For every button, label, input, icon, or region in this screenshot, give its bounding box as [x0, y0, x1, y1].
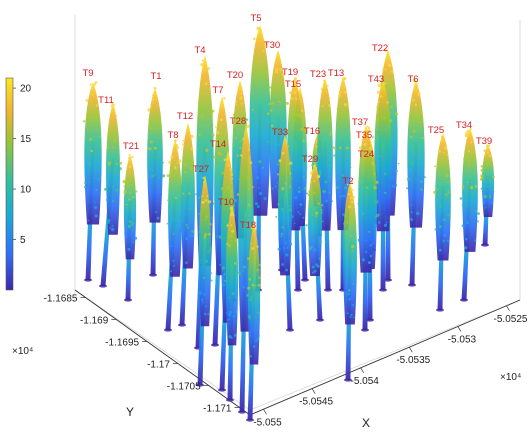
tree-label-t8: T8 [167, 130, 178, 141]
y-tick-label: -1.1695 [105, 338, 139, 349]
tree-point-clouds [82, 25, 495, 422]
x-tick-label: -5.0525 [494, 314, 528, 325]
x-tick-label: -5.053 [448, 334, 477, 345]
tree-label-t14: T14 [210, 139, 226, 150]
tree-t2 [343, 181, 357, 382]
tree-label-t34: T34 [456, 120, 472, 131]
tree-t39 [480, 144, 495, 247]
axes-lines [74, 289, 521, 416]
tree-label-t9: T9 [82, 68, 93, 79]
tree-label-t19: T19 [282, 67, 298, 78]
y-tick-label: -1.1705 [167, 382, 201, 393]
colorbar-tick-label: 15 [20, 134, 32, 145]
tree-label-t12: T12 [177, 111, 193, 122]
tree-t33 [275, 135, 294, 332]
x-exponent-label: ×10⁴ [500, 372, 521, 383]
tree-label-t25: T25 [428, 125, 444, 136]
tree-label-t28: T28 [230, 116, 246, 127]
tree-label-t39: T39 [476, 136, 492, 147]
y-axis-label: Y [126, 405, 134, 419]
colorbar-tick-label: 5 [20, 235, 26, 246]
tree-t34 [459, 127, 481, 302]
tree-label-t29: T29 [302, 154, 318, 165]
tree-labels: T9 T11 T1 T21 T8 T12 T4 T27 T7 T20 T14 T10 T28 T5 T30 T… [82, 13, 492, 231]
tree-t27 [196, 175, 213, 387]
colorbar-ticks: 5 10 15 20 [13, 84, 32, 246]
tree-label-t23: T23 [310, 69, 326, 80]
tree-label-t43: T43 [368, 74, 384, 85]
tree-label-t15: T15 [285, 79, 301, 90]
x-tick-label: -5.054 [351, 376, 380, 387]
tree-label-t13: T13 [328, 68, 344, 79]
tree-t18 [246, 222, 262, 422]
tree-t6 [406, 78, 426, 287]
tree-label-t11: T11 [98, 95, 114, 106]
colorbar-tick-label: 20 [20, 84, 32, 95]
colorbar: 5 10 15 20 [5, 77, 32, 291]
x-axis-line [249, 299, 521, 416]
tree-label-t5: T5 [250, 13, 261, 24]
x-tick-label: -5.055 [253, 417, 282, 428]
tree-label-t4: T4 [194, 45, 205, 56]
tree-t43 [371, 80, 393, 292]
tree-label-t1: T1 [150, 71, 161, 82]
tree-label-t24: T24 [358, 149, 374, 160]
y-axis-line [74, 289, 251, 416]
tree-label-t21: T21 [123, 141, 139, 152]
tree-label-t22: T22 [372, 43, 388, 54]
tree-label-t7: T7 [212, 85, 223, 96]
tree-t9 [82, 81, 102, 282]
tree-label-t35: T35 [356, 130, 372, 141]
tree-label-t16: T16 [304, 126, 320, 137]
y-tick-label: -1.17 [147, 360, 170, 371]
tree-label-t27: T27 [193, 164, 209, 175]
tree-t8 [164, 139, 183, 332]
colorbar-tick-label: 10 [20, 185, 32, 196]
x-tick-label: -5.0535 [396, 355, 430, 366]
colorbar-gradient [6, 78, 13, 290]
y-exponent-label: ×10⁴ [12, 346, 33, 357]
y-axis-ticks: -1.1685-1.169 -1.1695 -1.17 -1.1705-1.171 [44, 294, 240, 415]
y-tick-label: -1.1685 [44, 294, 78, 305]
tree-t21 [122, 154, 138, 302]
tree-t10 [224, 205, 239, 402]
tree-label-t20: T20 [227, 70, 243, 81]
tree-label-t2: T2 [342, 176, 353, 187]
y-tick-label: -1.171 [203, 404, 232, 415]
x-axis-label: X [362, 416, 370, 430]
colorbar-frame [5, 77, 14, 291]
tree-t11 [99, 102, 123, 288]
tree-t37 [357, 125, 377, 332]
tree-label-t18: T18 [240, 220, 256, 231]
tree-t25 [433, 133, 451, 312]
tree-t29 [305, 163, 324, 322]
tree-label-t33: T33 [272, 127, 288, 138]
tree-label-t10: T10 [218, 197, 234, 208]
tree-t13 [334, 76, 353, 292]
tree-label-t30: T30 [264, 40, 280, 51]
x-axis-ticks: -5.055 -5.0545 -5.054 -5.0535 -5.053 -5.0525 [253, 305, 528, 428]
tree-label-t37: T37 [352, 117, 368, 128]
x-tick-label: -5.0545 [299, 397, 333, 408]
y-tick-label: -1.169 [80, 316, 109, 327]
tree-t1 [147, 86, 166, 277]
tree-label-t6: T6 [407, 74, 418, 85]
